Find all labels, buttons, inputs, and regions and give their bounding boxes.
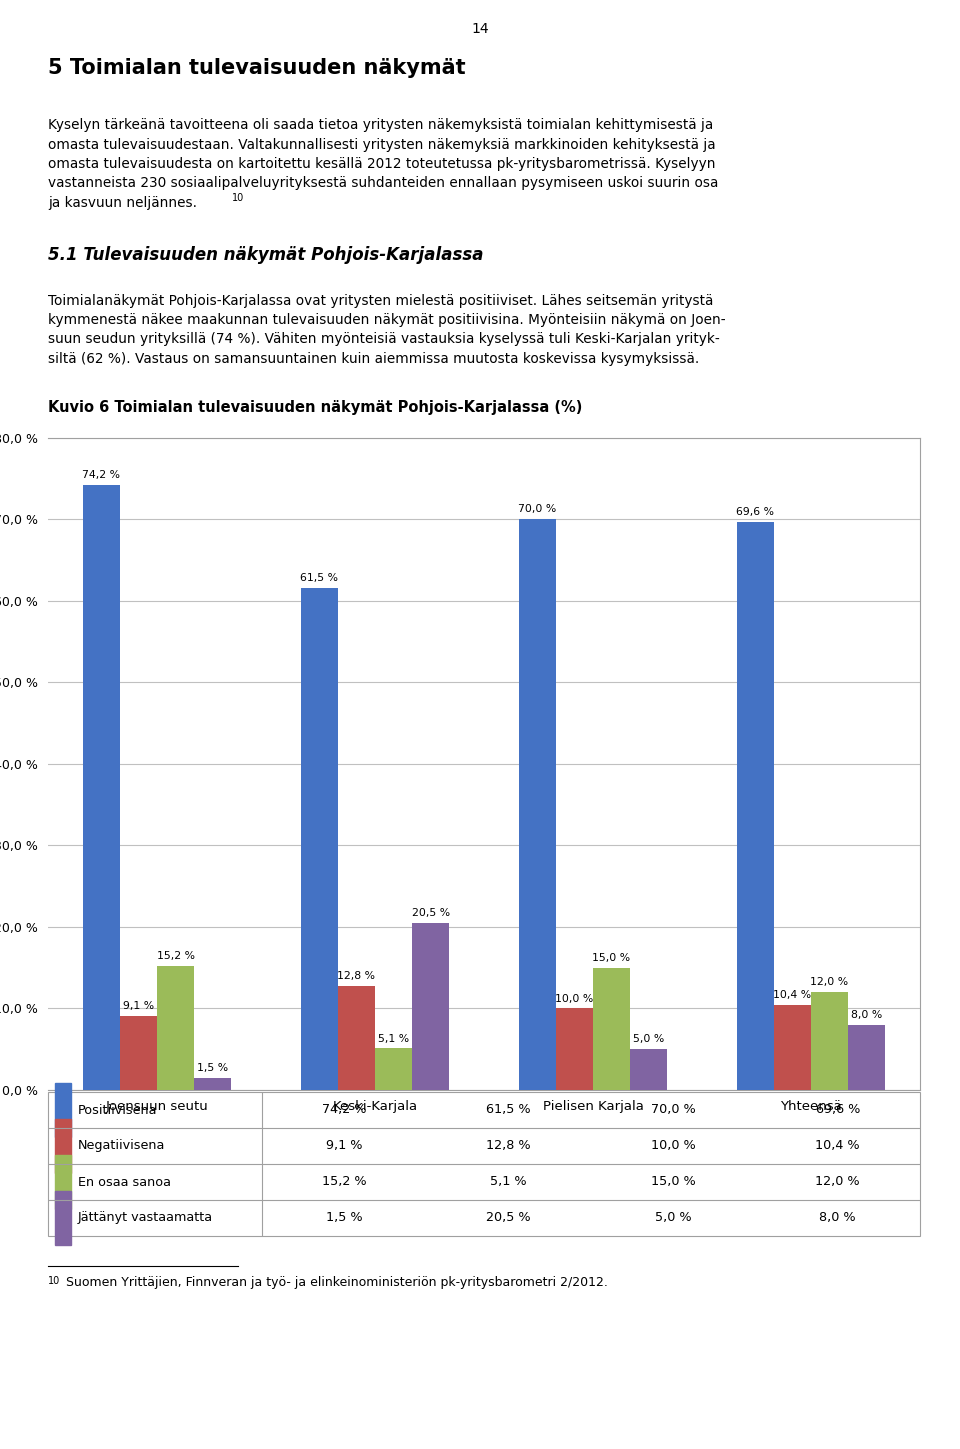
Text: 20,5 %: 20,5 % — [486, 1211, 531, 1224]
Bar — [55, 1191, 71, 1245]
Text: 70,0 %: 70,0 % — [518, 504, 557, 514]
Text: 74,2 %: 74,2 % — [322, 1104, 366, 1117]
Text: 5,1 %: 5,1 % — [378, 1033, 409, 1043]
Text: 5,1 %: 5,1 % — [491, 1175, 527, 1188]
Bar — [412, 923, 449, 1090]
Bar — [338, 985, 375, 1090]
Text: 15,0 %: 15,0 % — [651, 1175, 695, 1188]
Text: 10: 10 — [232, 193, 244, 203]
Text: vastanneista 230 sosiaalipalveluyrityksestä suhdanteiden ennallaan pysymiseen us: vastanneista 230 sosiaalipalveluyritykse… — [48, 177, 718, 190]
Text: 8,0 %: 8,0 % — [820, 1211, 856, 1224]
Bar — [194, 1078, 231, 1090]
Text: 15,0 %: 15,0 % — [592, 953, 631, 962]
Bar — [556, 1009, 593, 1090]
Bar — [593, 968, 630, 1090]
Text: siltä (62 %). Vastaus on samansuuntainen kuin aiemmissa muutosta koskevissa kysy: siltä (62 %). Vastaus on samansuuntainen… — [48, 352, 699, 367]
Text: 5,0 %: 5,0 % — [633, 1035, 664, 1045]
Bar — [519, 519, 556, 1090]
Bar — [848, 1024, 885, 1090]
Text: 10,4 %: 10,4 % — [774, 990, 811, 1000]
Text: 10,0 %: 10,0 % — [555, 994, 593, 1004]
Text: 5.1 Tulevaisuuden näkymät Pohjois-Karjalassa: 5.1 Tulevaisuuden näkymät Pohjois-Karjal… — [48, 245, 484, 264]
Text: 5 Toimialan tulevaisuuden näkymät: 5 Toimialan tulevaisuuden näkymät — [48, 58, 466, 78]
Text: 69,6 %: 69,6 % — [815, 1104, 860, 1117]
Text: 15,2 %: 15,2 % — [156, 951, 195, 961]
Text: 69,6 %: 69,6 % — [736, 507, 775, 517]
Text: 15,2 %: 15,2 % — [322, 1175, 367, 1188]
Text: 10,4 %: 10,4 % — [815, 1139, 860, 1152]
Text: 12,0 %: 12,0 % — [810, 977, 849, 987]
Text: 12,0 %: 12,0 % — [815, 1175, 860, 1188]
Bar — [375, 1049, 412, 1090]
Text: Suomen Yrittäjien, Finnveran ja työ- ja elinkeinoministeriön pk-yritysbarometri : Suomen Yrittäjien, Finnveran ja työ- ja … — [62, 1277, 608, 1290]
Text: ja kasvuun neljännes.: ja kasvuun neljännes. — [48, 196, 197, 210]
Text: 10,0 %: 10,0 % — [651, 1139, 695, 1152]
Text: Negatiivisena: Negatiivisena — [78, 1139, 165, 1152]
Text: 61,5 %: 61,5 % — [300, 574, 339, 584]
Text: suun seudun yrityksillä (74 %). Vähiten myönteisiä vastauksia kyselyssä tuli Kes: suun seudun yrityksillä (74 %). Vähiten … — [48, 332, 720, 346]
Bar — [737, 522, 774, 1090]
Bar — [300, 588, 338, 1090]
Bar — [630, 1049, 667, 1090]
Bar — [55, 1082, 71, 1137]
Text: Toimialanäkymät Pohjois-Karjalassa ovat yritysten mielestä positiiviset. Lähes s: Toimialanäkymät Pohjois-Karjalassa ovat … — [48, 294, 713, 307]
Text: 5,0 %: 5,0 % — [655, 1211, 691, 1224]
Text: 10: 10 — [48, 1277, 60, 1287]
Text: 12,8 %: 12,8 % — [486, 1139, 531, 1152]
Text: omasta tulevaisuudesta on kartoitettu kesällä 2012 toteutetussa pk-yritysbaromet: omasta tulevaisuudesta on kartoitettu ke… — [48, 156, 715, 171]
Text: 61,5 %: 61,5 % — [486, 1104, 531, 1117]
Text: 1,5 %: 1,5 % — [325, 1211, 362, 1224]
Text: En osaa sanoa: En osaa sanoa — [78, 1175, 171, 1188]
Text: kymmenestä näkee maakunnan tulevaisuuden näkymät positiivisina. Myönteisiin näky: kymmenestä näkee maakunnan tulevaisuuden… — [48, 313, 726, 327]
Bar — [120, 1016, 157, 1090]
Text: 70,0 %: 70,0 % — [651, 1104, 695, 1117]
Text: 9,1 %: 9,1 % — [325, 1139, 362, 1152]
Text: 8,0 %: 8,0 % — [851, 1010, 882, 1020]
Text: 14: 14 — [471, 22, 489, 36]
Text: 9,1 %: 9,1 % — [123, 1001, 154, 1011]
Text: Positiivisena: Positiivisena — [78, 1104, 157, 1117]
Bar — [774, 1006, 811, 1090]
Text: Jättänyt vastaamatta: Jättänyt vastaamatta — [78, 1211, 213, 1224]
Text: 1,5 %: 1,5 % — [197, 1064, 228, 1072]
Bar — [55, 1155, 71, 1210]
Text: 12,8 %: 12,8 % — [338, 971, 375, 981]
Text: Kyselyn tärkeänä tavoitteena oli saada tietoa yritysten näkemyksistä toimialan k: Kyselyn tärkeänä tavoitteena oli saada t… — [48, 117, 713, 132]
Bar — [157, 966, 194, 1090]
Bar — [811, 993, 848, 1090]
Text: omasta tulevaisuudestaan. Valtakunnallisesti yritysten näkemyksiä markkinoiden k: omasta tulevaisuudestaan. Valtakunnallis… — [48, 138, 715, 152]
Text: Kuvio 6 Toimialan tulevaisuuden näkymät Pohjois-Karjalassa (%): Kuvio 6 Toimialan tulevaisuuden näkymät … — [48, 400, 583, 414]
Bar — [55, 1119, 71, 1174]
Text: 20,5 %: 20,5 % — [412, 909, 449, 917]
Text: 74,2 %: 74,2 % — [83, 469, 120, 480]
Bar — [83, 485, 120, 1090]
